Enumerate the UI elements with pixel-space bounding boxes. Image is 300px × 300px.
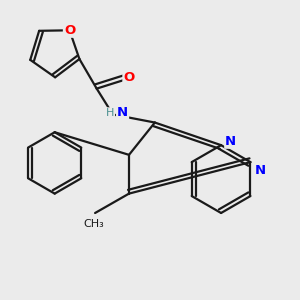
Text: H: H (106, 108, 115, 118)
Text: O: O (123, 71, 135, 84)
Text: N: N (117, 106, 128, 119)
Text: O: O (64, 24, 75, 37)
Text: N: N (255, 164, 266, 177)
Text: N: N (225, 135, 236, 148)
Text: CH₃: CH₃ (83, 219, 104, 229)
